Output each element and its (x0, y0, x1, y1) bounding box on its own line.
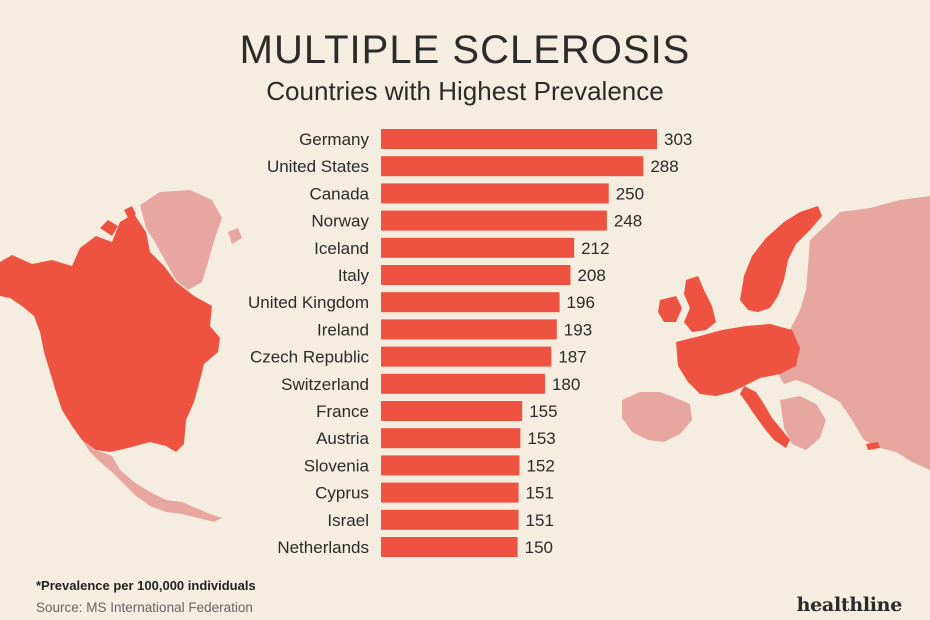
value-label: 155 (529, 402, 557, 421)
central-europe-map-region (676, 324, 800, 396)
footnote: *Prevalence per 100,000 individuals (36, 578, 256, 593)
balkans-map-region (780, 396, 826, 450)
value-label: 196 (567, 293, 595, 312)
category-label: Austria (316, 429, 369, 448)
value-label: 208 (577, 266, 605, 285)
value-label: 248 (614, 212, 642, 231)
mexico-map-region (82, 440, 222, 522)
bar (381, 237, 575, 258)
bar (381, 537, 518, 557)
bar (381, 401, 523, 421)
greenland-map-region (140, 190, 222, 290)
bar (381, 482, 519, 503)
value-label: 250 (616, 184, 644, 203)
value-label: 153 (527, 429, 555, 448)
europe-other-map-region (776, 196, 930, 470)
value-label: 151 (526, 484, 554, 503)
north-america-map-region (0, 214, 220, 452)
value-label: 150 (525, 538, 553, 557)
value-label: 151 (526, 511, 554, 530)
greenland-islet (228, 228, 242, 244)
value-label: 152 (526, 456, 554, 475)
category-label: Slovenia (304, 456, 370, 475)
bar (381, 455, 520, 476)
bar (381, 509, 519, 530)
category-label: Italy (338, 266, 370, 285)
value-label: 187 (558, 348, 586, 367)
bar (381, 319, 557, 340)
value-label: 180 (552, 375, 580, 394)
category-label: France (316, 402, 369, 421)
category-label: Iceland (314, 239, 369, 258)
bar (381, 346, 552, 367)
value-label: 212 (581, 239, 609, 258)
category-label: Ireland (317, 320, 369, 339)
scandinavia-map-region (740, 206, 822, 312)
category-label: United States (267, 157, 369, 176)
brand-logo: healthline (796, 594, 903, 616)
italy-map-region (740, 386, 790, 448)
bar (381, 129, 657, 149)
source-note: Source: MS International Federation (36, 600, 253, 615)
bar (381, 428, 521, 449)
category-label: Israel (327, 511, 369, 530)
bar (381, 183, 609, 204)
ireland-map-region (658, 296, 682, 322)
category-label: Czech Republic (250, 348, 370, 367)
iberia-map-region (622, 392, 692, 442)
arctic-islands (100, 206, 136, 236)
cyprus-map-region (866, 442, 880, 450)
bar (381, 210, 607, 231)
chart-subtitle: Countries with Highest Prevalence (266, 76, 664, 106)
category-label: Cyprus (315, 484, 369, 503)
category-label: Canada (309, 184, 369, 203)
category-label: Switzerland (281, 375, 369, 394)
bar (381, 292, 560, 313)
category-label: Netherlands (277, 538, 369, 557)
category-label: United Kingdom (248, 293, 369, 312)
category-label: Norway (311, 212, 369, 231)
chart-title: MULTIPLE SCLEROSIS (239, 28, 691, 72)
value-label: 288 (650, 157, 678, 176)
uk-map-region (684, 276, 716, 332)
value-label: 303 (664, 130, 692, 149)
value-label: 193 (564, 320, 592, 339)
bar (381, 373, 545, 394)
bar (381, 265, 571, 285)
bar (381, 156, 644, 177)
category-label: Germany (299, 130, 369, 149)
